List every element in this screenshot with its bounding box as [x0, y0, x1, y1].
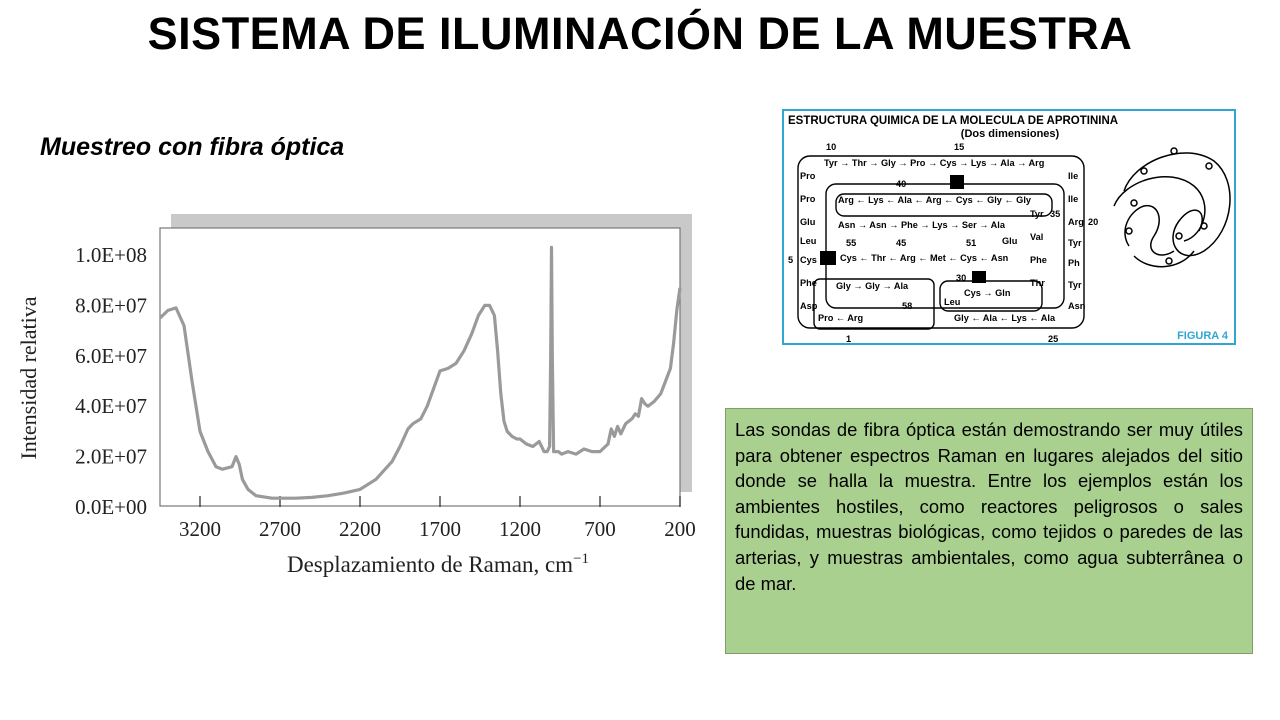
- y-tick-label: 8.0E+07: [75, 293, 147, 317]
- residue-row: Cys ← Thr ← Arg ← Met ← Cys ← Asn: [840, 253, 1009, 263]
- figure-title: ESTRUCTURA QUIMICA DE LA MOLECULA DE APR…: [788, 115, 1118, 127]
- plot-frame: [159, 227, 681, 507]
- residue-row: Pro ← Arg: [818, 313, 863, 323]
- x-tick-label: 3200: [179, 517, 221, 541]
- aprotinin-figure: ESTRUCTURA QUIMICA DE LA MOLECULA DE APR…: [782, 109, 1236, 345]
- residue-row: Arg ← Lys ← Ala ← Arg ← Cys ← Gly ← Gly: [838, 195, 1032, 205]
- molecule-spiral-sketch: [1113, 147, 1231, 268]
- spectrum-line: [158, 245, 682, 500]
- residue-number: 30: [956, 273, 966, 283]
- residue-number: 25: [1048, 334, 1058, 343]
- slide-title: SISTEMA DE ILUMINACIÓN DE LA MUESTRA: [147, 8, 1133, 59]
- residue-row: Tyr → Thr → Gly → Pro → Cys → Lys → Ala …: [824, 158, 1044, 168]
- residue-number: 5: [788, 255, 793, 265]
- y-tick-label: 4.0E+07: [75, 394, 147, 418]
- residue-number: 35: [1050, 209, 1060, 219]
- disulfide-block-2: [820, 251, 836, 265]
- figure-caption: FIGURA 4: [1177, 330, 1229, 342]
- figure-subtitle: (Dos dimensiones): [961, 128, 1060, 140]
- residue-col: Phe: [800, 278, 817, 288]
- disulfide-block-3: [972, 271, 986, 283]
- x-axis-label: Desplazamiento de Raman, cm−1: [287, 551, 589, 577]
- residue-number: 40: [896, 179, 906, 189]
- description-textbox: Las sondas de fibra óptica están demostr…: [725, 408, 1253, 654]
- y-axis-ticks: 0.0E+00 2.0E+07 4.0E+07 6.0E+07 8.0E+07 1.0E+…: [75, 243, 147, 519]
- residue-number: 51: [966, 238, 976, 248]
- x-tick-label: 2700: [259, 517, 301, 541]
- x-axis-ticks: 3200 2700 2200 1700 1200 700 200: [179, 496, 696, 541]
- residue-col: Val: [1030, 232, 1043, 242]
- residue-col: Phe: [1030, 255, 1047, 265]
- residue-col: Arg: [1068, 217, 1084, 227]
- residue-col: Pro: [800, 171, 816, 181]
- disulfide-block-1: [950, 175, 964, 189]
- residue-col: Ile: [1068, 171, 1078, 181]
- y-tick-label: 6.0E+07: [75, 344, 147, 368]
- residue-number: 1: [846, 334, 851, 343]
- residue-col: Leu: [800, 236, 816, 246]
- residue-number: 20: [1088, 217, 1098, 227]
- residue-col: Tyr: [1068, 280, 1082, 290]
- x-tick-label: 2200: [339, 517, 381, 541]
- residue-col: Ph: [1068, 258, 1080, 268]
- x-tick-label: 200: [664, 517, 696, 541]
- residue-col: Cys: [800, 255, 817, 265]
- residue-col: Tyr: [1068, 238, 1082, 248]
- residue-number: 45: [896, 238, 906, 248]
- residue-row: Cys → Gln: [964, 288, 1011, 298]
- residue-number: 58: [902, 301, 912, 311]
- residue-col: Asn: [1068, 301, 1086, 311]
- residue-col: Thr: [1030, 278, 1045, 288]
- x-tick-label: 1200: [499, 517, 541, 541]
- y-tick-label: 2.0E+07: [75, 445, 147, 469]
- residue-row: Gly ← Ala ← Lys ← Ala: [954, 313, 1056, 323]
- residue-row: Asn → Asn → Phe → Lys → Ser → Ala: [838, 220, 1006, 230]
- x-tick-label: 1700: [419, 517, 461, 541]
- raman-spectrum-chart: 0.0E+00 2.0E+07 4.0E+07 6.0E+07 8.0E+07 1.0E+…: [16, 214, 696, 577]
- residue-col: Ile: [1068, 194, 1078, 204]
- residue-col: Pro: [800, 194, 816, 204]
- residue-col: Leu: [944, 297, 960, 307]
- slide-subtitle: Muestreo con fibra óptica: [40, 133, 345, 161]
- residue-col: Tyr: [1030, 209, 1044, 219]
- y-tick-label: 0.0E+00: [75, 495, 147, 519]
- y-tick-label: 1.0E+08: [75, 243, 147, 267]
- residue-row: Gly → Gly → Ala: [836, 281, 909, 291]
- residue-number: 55: [846, 238, 856, 248]
- residue-col: Glu: [1002, 236, 1017, 246]
- residue-col: Glu: [800, 217, 815, 227]
- x-tick-label: 700: [584, 517, 616, 541]
- residue-col: Asp: [800, 301, 818, 311]
- chain-loops: [797, 155, 1085, 330]
- residue-number: 15: [954, 142, 964, 152]
- y-axis-label: Intensidad relativa: [16, 296, 41, 459]
- residue-number: 10: [826, 142, 836, 152]
